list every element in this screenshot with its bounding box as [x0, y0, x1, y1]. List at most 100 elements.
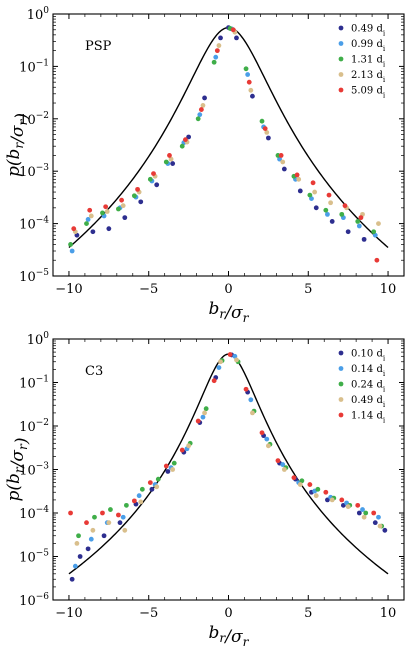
data-point: [371, 229, 377, 235]
chart-panel-c3: −10 −5 0 5 10 10−6 10−5 10−4 10−3 10−2 10−1 100 br/σ…: [4, 331, 405, 649]
data-point: [84, 221, 89, 227]
y-tick-label: 10−5: [19, 268, 49, 285]
data-point: [259, 430, 265, 436]
data-point: [90, 229, 96, 235]
data-point: [345, 504, 351, 510]
y-tick-label: 100: [27, 6, 50, 23]
data-point: [299, 478, 305, 484]
data-point: [250, 93, 255, 99]
data-point: [355, 502, 361, 508]
legend-label: 1.31 di: [351, 55, 386, 69]
y-tick-label: 10−3: [19, 462, 49, 479]
y-tick-label: 10−2: [19, 111, 49, 128]
data-point: [211, 59, 217, 65]
data-point: [218, 359, 223, 365]
data-point: [278, 153, 284, 158]
data-point: [376, 221, 381, 227]
legend-label: 5.09 di: [351, 86, 386, 100]
legend-marker: [338, 366, 344, 371]
legend-marker: [338, 412, 344, 418]
data-point: [136, 493, 142, 499]
data-point: [85, 217, 91, 222]
y-tick-label: 10−1: [19, 375, 49, 392]
data-point: [356, 510, 362, 516]
series-4: [68, 352, 377, 526]
data-point: [167, 153, 172, 158]
data-point: [165, 469, 171, 474]
data-point: [135, 186, 140, 192]
data-point: [356, 223, 362, 229]
legend-marker: [338, 350, 344, 356]
series-4: [71, 27, 380, 263]
data-point: [361, 236, 367, 242]
data-point: [294, 172, 300, 178]
data-point: [234, 35, 239, 41]
data-point: [275, 458, 281, 464]
legend: 0.10 di0.14 di 0.24 di0.49 di 1.14 di: [338, 349, 386, 425]
data-point: [216, 365, 222, 371]
data-point: [122, 215, 128, 221]
legend-label: 0.99 di: [351, 39, 386, 53]
data-point: [360, 507, 365, 512]
data-point: [345, 229, 351, 235]
x-tick-label: 10: [380, 282, 397, 297]
data-point: [151, 171, 156, 176]
data-point: [325, 497, 330, 503]
data-point: [248, 397, 254, 403]
data-point: [382, 527, 388, 533]
data-point: [312, 189, 318, 195]
data-point: [230, 27, 236, 33]
data-point: [170, 161, 176, 166]
data-point: [106, 226, 112, 232]
data-point: [68, 510, 73, 516]
data-point: [262, 126, 268, 132]
x-tick-label: 0: [224, 282, 232, 297]
data-point: [84, 520, 89, 526]
legend-label: 2.13 di: [351, 70, 386, 84]
data-point: [374, 257, 380, 263]
data-point: [291, 475, 297, 481]
y-tick-label: 10−6: [19, 592, 49, 609]
data-point: [280, 159, 286, 165]
x-tick-label: −10: [55, 606, 82, 621]
fit-curve: [68, 353, 389, 575]
data-point: [195, 116, 201, 122]
y-tick-label: 10−2: [19, 418, 49, 435]
data-point: [85, 546, 91, 552]
x-tick-label: −5: [139, 606, 158, 621]
plot-frame: [52, 338, 405, 601]
legend-marker: [338, 72, 344, 77]
legend-label: 0.49 di: [351, 24, 386, 38]
legend-marker: [338, 41, 344, 46]
data-point: [280, 462, 286, 467]
data-point: [307, 192, 313, 198]
data-point: [138, 199, 144, 205]
data-point: [297, 188, 303, 194]
data-point: [243, 386, 249, 392]
data-point: [88, 536, 94, 542]
data-point: [281, 166, 287, 172]
data-point: [265, 135, 271, 141]
data-point: [69, 576, 75, 582]
x-tick-label: −5: [139, 282, 158, 297]
data-point: [76, 533, 81, 539]
data-point: [277, 156, 282, 162]
data-point: [259, 118, 265, 124]
data-point: [339, 497, 345, 503]
data-point: [325, 211, 330, 217]
data-point: [200, 414, 206, 420]
data-point: [68, 242, 73, 247]
data-point: [117, 520, 123, 526]
series-0: [69, 352, 388, 582]
data-point: [147, 176, 153, 182]
data-point: [216, 43, 222, 48]
data-point: [108, 507, 113, 512]
data-point: [264, 130, 270, 135]
data-point: [310, 180, 316, 186]
data-point: [372, 520, 378, 526]
data-point: [122, 527, 128, 533]
data-point: [218, 35, 223, 41]
x-tick-label: 5: [304, 282, 312, 297]
data-point: [120, 203, 126, 209]
data-point: [313, 493, 319, 499]
